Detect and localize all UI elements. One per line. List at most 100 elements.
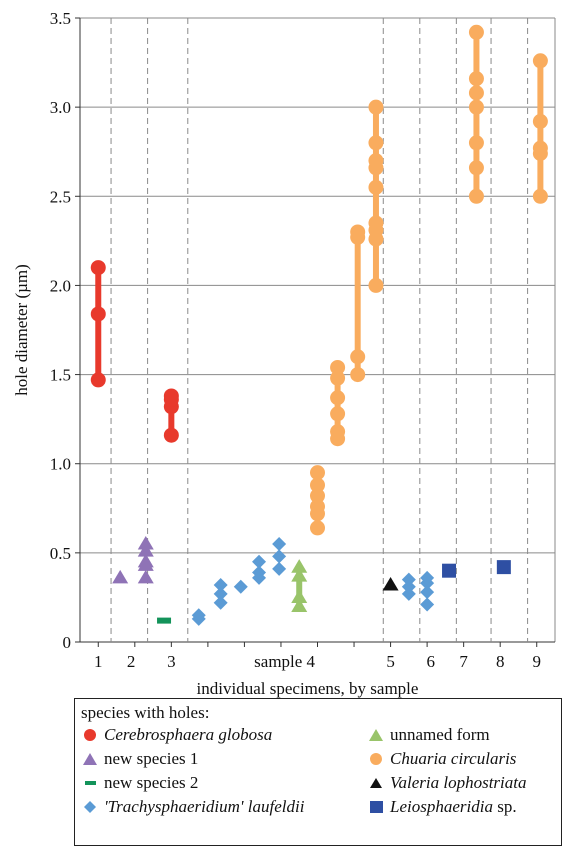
data-point: [291, 589, 308, 604]
x-tick-label: 8: [496, 652, 505, 671]
data-point: [310, 465, 325, 481]
data-point: [112, 569, 129, 584]
triangle-icon: [367, 775, 385, 791]
data-point: [330, 370, 346, 386]
x-tick-label: 3: [167, 652, 176, 671]
data-point: [420, 597, 435, 612]
circle-icon: [367, 751, 385, 767]
circle-icon: [81, 727, 99, 743]
y-tick-label: 2.0: [50, 276, 71, 295]
data-point: [401, 572, 416, 587]
data-point: [468, 85, 484, 101]
data-point: [213, 586, 228, 601]
data-point: [532, 140, 548, 156]
legend-label-genus: 'Trachysphaeridium': [104, 797, 244, 816]
data-point: [468, 188, 484, 204]
data-point: [291, 568, 308, 582]
chart-svg: 0 0.5 1.0 1.5 2.0 2.5 3.0 3.5 1 2 3 sample 4 5 6 7 8 9 ho…: [12, 9, 556, 698]
legend-item-trachysphaeridium: 'Trachysphaeridium' laufeldii: [81, 797, 304, 817]
data-point: [137, 569, 154, 584]
data-point: [350, 224, 366, 240]
data-point: [310, 488, 325, 504]
data-point: [368, 215, 384, 231]
data-point: [163, 388, 179, 404]
data-point: [163, 427, 179, 443]
x-tick-label: 6: [427, 652, 436, 671]
data-point: [468, 24, 484, 40]
legend-item-new-species-1: new species 1: [81, 749, 198, 769]
legend-item-new-species-2: new species 2: [81, 773, 198, 793]
data-point: [330, 390, 346, 406]
legend-label: new species 2: [104, 773, 199, 792]
legend-label: Cerebrosphaera globosa: [104, 725, 273, 744]
y-tick-label: 1.0: [50, 455, 71, 474]
data-point: [468, 135, 484, 151]
y-axis-title: hole diameter (µm): [12, 264, 31, 396]
legend-label: new species 1: [104, 749, 199, 768]
data-point: [157, 617, 172, 624]
data-point: [468, 71, 484, 87]
data-point: [252, 565, 267, 580]
x-tick-label: 1: [94, 652, 103, 671]
square-icon: [367, 799, 385, 815]
legend-label: unnamed form: [390, 725, 490, 744]
data-point: [532, 188, 548, 204]
data-point: [532, 53, 548, 69]
legend-label-suffix: sp.: [492, 797, 517, 816]
data-point: [213, 595, 228, 610]
y-tick-label: 3.5: [50, 9, 71, 28]
legend-item-cerebrosphaera: Cerebrosphaera globosa: [81, 725, 272, 745]
y-tick-label: 3.0: [50, 98, 71, 117]
data-point: [291, 559, 308, 573]
diamond-icon: [81, 799, 99, 815]
x-tick-label: 5: [386, 652, 395, 671]
data-point: [191, 608, 206, 623]
data-point: [330, 424, 346, 440]
data-point: [368, 153, 384, 169]
y-tick-label: 1.5: [50, 366, 71, 385]
data-point: [382, 576, 399, 591]
legend-label: Chuaria circularis: [390, 749, 517, 768]
legend-title: species with holes:: [81, 703, 210, 722]
data-point: [401, 586, 416, 601]
y-tick-label: 0.5: [50, 544, 71, 563]
data-point: [368, 277, 384, 293]
data-point: [90, 372, 106, 388]
x-tick-label: 9: [532, 652, 541, 671]
legend-item-valeria: Valeria lophostriata: [367, 773, 526, 793]
data-point: [137, 543, 154, 557]
legend-item-chuaria: Chuaria circularis: [367, 749, 516, 769]
data-point: [350, 367, 366, 383]
data-point: [368, 99, 384, 115]
data-point: [442, 563, 457, 578]
data-point: [310, 477, 325, 493]
data-point: [468, 160, 484, 176]
data-point: [350, 349, 366, 365]
data-point: [233, 579, 248, 594]
legend-item-unnamed-form: unnamed form: [367, 725, 490, 745]
dash-icon: [81, 775, 99, 791]
data-point: [291, 598, 308, 612]
data-point: [330, 359, 346, 375]
y-tick-label: 0: [63, 633, 72, 652]
data-point: [90, 306, 106, 322]
data-point: [272, 536, 287, 551]
x-tick-label: sample 4: [254, 652, 315, 671]
x-tick-label: 2: [127, 652, 136, 671]
data-point: [272, 561, 287, 576]
x-tick-label: 7: [459, 652, 468, 671]
data-point: [420, 570, 435, 585]
data-point: [213, 577, 228, 592]
data-point: [420, 585, 435, 600]
triangle-icon: [81, 751, 99, 767]
data-point: [310, 520, 325, 536]
legend: species with holes: Cerebrosphaera globo…: [74, 698, 562, 846]
data-point: [137, 553, 154, 568]
data-point: [137, 535, 154, 550]
data-point: [532, 113, 548, 129]
data-point: [368, 179, 384, 195]
triangle-icon: [367, 727, 385, 743]
data-point: [330, 406, 346, 422]
legend-label-species: laufeldii: [243, 797, 305, 816]
data-point: [468, 99, 484, 115]
